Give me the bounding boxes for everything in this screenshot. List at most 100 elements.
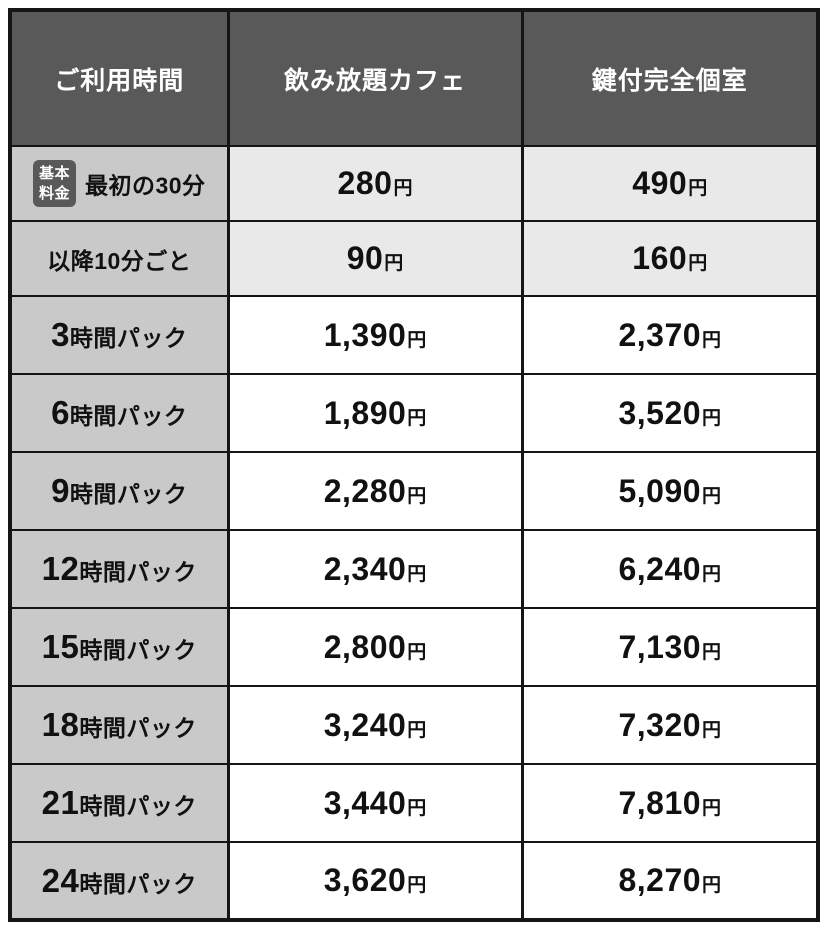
yen-suffix: 円 — [407, 641, 427, 663]
basic-fee-badge: 基本 料金 — [32, 160, 76, 207]
price-value: 1,390 — [323, 316, 407, 353]
yen-suffix: 円 — [407, 719, 427, 741]
yen-suffix: 円 — [688, 178, 708, 199]
price-value: 2,340 — [323, 550, 407, 587]
price-value: 3,440 — [323, 784, 407, 821]
header-row: ご利用時間 飲み放題カフェ 鍵付完全個室 — [8, 9, 820, 147]
table-row-21h-pack: 21時間パック 3,440円 7,810円 — [8, 763, 820, 843]
table-row-per-10min: 以降10分ごと 90円 160円 — [8, 220, 820, 297]
cafe-price-cell: 1,890円 — [226, 373, 524, 453]
time-label: 時間パック — [79, 793, 197, 819]
price-value: 7,320 — [618, 706, 702, 743]
time-label: 時間パック — [79, 637, 197, 663]
yen-suffix: 円 — [393, 178, 413, 199]
room-price-cell: 5,090円 — [520, 451, 820, 531]
table-row-first-30min: 基本 料金 最初の30分 280円 490円 — [8, 145, 820, 222]
time-number: 3 — [51, 316, 70, 353]
time-label-cell: 24時間パック — [8, 841, 230, 921]
time-number: 24 — [41, 861, 80, 899]
table-row-3h-pack: 3時間パック 1,390円 2,370円 — [8, 295, 820, 375]
room-price-cell: 3,520円 — [520, 373, 820, 453]
column-header-cafe: 飲み放題カフェ — [226, 9, 524, 147]
yen-suffix: 円 — [702, 485, 722, 507]
table-row-18h-pack: 18時間パック 3,240円 7,320円 — [8, 685, 820, 765]
time-label: 時間パック — [69, 481, 188, 507]
yen-suffix: 円 — [407, 329, 427, 351]
price-value: 7,130 — [618, 628, 702, 665]
time-label: 時間パック — [69, 325, 188, 351]
yen-suffix: 円 — [407, 407, 427, 429]
time-label-cell: 18時間パック — [8, 685, 230, 765]
time-label: 時間パック — [79, 870, 197, 897]
time-label-cell: 基本料金 最初の30分 — [8, 145, 230, 222]
yen-suffix: 円 — [407, 797, 427, 819]
time-label-cell: 以降10分ごと — [8, 220, 230, 297]
time-label-cell: 9時間パック — [8, 451, 230, 531]
price-value: 2,370 — [618, 316, 702, 353]
cafe-price-cell: 280円 — [226, 145, 524, 222]
yen-suffix: 円 — [407, 563, 427, 585]
price-value: 5,090 — [618, 472, 702, 509]
time-label-cell: 3時間パック — [8, 295, 230, 375]
price-value: 6,240 — [618, 550, 702, 587]
price-value: 280 — [337, 165, 393, 201]
yen-suffix: 円 — [702, 719, 722, 741]
time-label: 時間パック — [79, 715, 197, 741]
room-price-cell: 6,240円 — [520, 529, 820, 609]
room-price-cell: 7,130円 — [520, 607, 820, 687]
column-header-usage-time: ご利用時間 — [8, 9, 230, 147]
column-header-private-room: 鍵付完全個室 — [520, 9, 820, 147]
price-value: 8,270 — [618, 862, 702, 898]
time-number: 12 — [41, 550, 80, 587]
cafe-price-cell: 90円 — [226, 220, 524, 297]
cafe-price-cell: 3,620円 — [226, 841, 524, 921]
price-value: 3,620 — [323, 862, 407, 898]
cafe-price-cell: 1,390円 — [226, 295, 524, 375]
yen-suffix: 円 — [407, 875, 427, 896]
table-row-6h-pack: 6時間パック 1,890円 3,520円 — [8, 373, 820, 453]
time-label: 時間パック — [69, 403, 188, 429]
time-label-cell: 15時間パック — [8, 607, 230, 687]
price-value: 3,520 — [618, 394, 702, 431]
cafe-price-cell: 2,280円 — [226, 451, 524, 531]
yen-suffix: 円 — [702, 407, 722, 429]
cafe-price-cell: 3,440円 — [226, 763, 524, 843]
table-row-15h-pack: 15時間パック 2,800円 7,130円 — [8, 607, 820, 687]
time-label: 以降10分ごと — [47, 247, 192, 274]
cafe-price-cell: 2,340円 — [226, 529, 524, 609]
time-label-cell: 12時間パック — [8, 529, 230, 609]
time-number: 15 — [41, 628, 80, 665]
time-number: 18 — [41, 706, 80, 743]
yen-suffix: 円 — [702, 797, 722, 819]
badge-line2: 料金 — [38, 184, 70, 202]
cafe-price-cell: 2,800円 — [226, 607, 524, 687]
table-row-9h-pack: 9時間パック 2,280円 5,090円 — [8, 451, 820, 531]
table-header: ご利用時間 飲み放題カフェ 鍵付完全個室 — [8, 9, 820, 147]
yen-suffix: 円 — [702, 563, 722, 585]
time-number: 9 — [51, 472, 70, 509]
price-value: 1,890 — [323, 394, 407, 431]
price-value: 490 — [632, 165, 688, 201]
room-price-cell: 7,320円 — [520, 685, 820, 765]
price-value: 7,810 — [618, 784, 702, 821]
cafe-price-cell: 3,240円 — [226, 685, 524, 765]
table-row-12h-pack: 12時間パック 2,340円 6,240円 — [8, 529, 820, 609]
time-label-cell: 6時間パック — [8, 373, 230, 453]
yen-suffix: 円 — [702, 329, 722, 351]
room-price-cell: 160円 — [520, 220, 820, 297]
price-value: 2,280 — [323, 472, 407, 509]
yen-suffix: 円 — [407, 485, 427, 507]
price-value: 2,800 — [323, 628, 407, 665]
time-label-cell: 21時間パック — [8, 763, 230, 843]
yen-suffix: 円 — [688, 253, 708, 274]
yen-suffix: 円 — [384, 253, 404, 274]
time-label: 時間パック — [79, 559, 197, 585]
room-price-cell: 2,370円 — [520, 295, 820, 375]
pricing-table: ご利用時間 飲み放題カフェ 鍵付完全個室 基本 料金 最初の30分 280円 490… — [8, 8, 820, 922]
time-label: 最初の30分 — [84, 172, 206, 199]
badge-line1: 基本 — [38, 165, 70, 182]
price-value: 90 — [346, 240, 384, 276]
room-price-cell: 7,810円 — [520, 763, 820, 843]
table-row-24h-pack: 24時間パック 3,620円 8,270 円 — [8, 841, 820, 921]
time-number: 21 — [41, 784, 80, 821]
